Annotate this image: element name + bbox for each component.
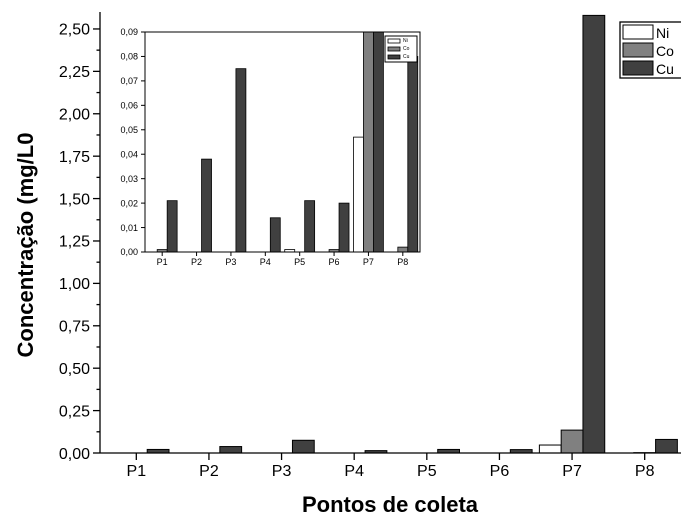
main-y-tick-label: 2,00	[59, 107, 90, 124]
inset-x-tick-label: P8	[397, 257, 408, 267]
main-legend-label-co: Co	[656, 43, 674, 59]
main-y-tick-label: 1,50	[59, 191, 90, 208]
main-x-tick-label: P3	[272, 463, 292, 480]
main-bar-cu-p7	[582, 14, 606, 454]
main-y-tick-label: 2,25	[59, 64, 90, 81]
inset-legend-label-co: Co	[403, 46, 410, 52]
main-bars	[146, 14, 678, 454]
inset-axes: 0,00 0,01 0,02 0,03 0,04 0,05 0,06 0,07 0,08 0,09…	[120, 27, 421, 267]
main-bar-co-p7	[560, 429, 584, 454]
inset-bar-cu-p6	[338, 202, 350, 253]
inset-legend-swatch-ni	[387, 38, 401, 44]
main-x-tick-label: P2	[199, 463, 219, 480]
inset-x-tick-label: P3	[225, 257, 236, 267]
main-bar-cu-p8	[655, 438, 678, 454]
main-x-tick-label: P4	[344, 463, 364, 480]
main-y-tick-label: 0,75	[59, 319, 90, 336]
inset-y-tick-label: 0,05	[120, 125, 138, 135]
inset-legend-swatch-co	[387, 46, 401, 52]
main-x-tick-label: P7	[562, 463, 582, 480]
main-y-tick-label: 0,50	[59, 361, 90, 378]
main-x-tick-label: P6	[490, 463, 510, 480]
main-axes: 0,00 0,25 0,50 0,75 1,00 1,25 1,50 1,75 2,00 2,25…	[59, 12, 681, 480]
main-y-tick-label: 2,50	[59, 22, 90, 39]
main-x-tick-label: P5	[417, 463, 437, 480]
inset-y-tick-label: 0,04	[120, 149, 138, 159]
inset-y-tick-label: 0,09	[120, 27, 138, 37]
main-y-tick-label: 1,25	[59, 234, 90, 251]
main-legend-label-cu: Cu	[656, 61, 674, 77]
inset-x-tick-label: P6	[329, 257, 340, 267]
inset-x-tick-label: P1	[157, 257, 168, 267]
inset-plot-frame	[144, 31, 421, 253]
inset-y-tick-label: 0,08	[120, 52, 138, 62]
main-legend-swatch-co	[622, 42, 654, 58]
inset-bar-cu-p3	[235, 68, 247, 253]
main-legend-label-ni: Ni	[656, 25, 669, 41]
x-axis-label: Pontos de coleta	[302, 492, 479, 517]
inset-x-tick-label: P7	[363, 257, 374, 267]
inset-y-tick-label: 0,02	[120, 198, 138, 208]
main-y-tick-label: 1,75	[59, 149, 90, 166]
inset-legend-label-cu: Cu	[403, 54, 410, 60]
main-y-tick-label: 0,25	[59, 403, 90, 420]
inset-y-tick-label: 0,03	[120, 174, 138, 184]
inset-y-tick-label: 0,06	[120, 101, 138, 111]
inset-y-tick-label: 0,01	[120, 223, 138, 233]
inset-bar-cu-p2	[201, 158, 212, 253]
main-x-tick-label: P1	[127, 463, 147, 480]
inset-legend-swatch-cu	[387, 54, 401, 60]
inset-bar-ni-p7	[353, 136, 364, 253]
inset-y-tick-label: 0,07	[120, 76, 138, 86]
inset-bar-co-p8	[397, 246, 409, 253]
inset-legend-label-ni: Ni	[403, 38, 408, 44]
inset-bar-cu-p5	[304, 200, 316, 253]
main-legend-swatch-cu	[622, 60, 654, 76]
inset-bar-co-p7	[363, 31, 374, 253]
main-y-tick-label: 1,00	[59, 276, 90, 293]
main-legend-swatch-ni	[622, 24, 654, 40]
main-legend: Ni Co Cu	[619, 21, 681, 79]
main-x-tick-label: P8	[635, 463, 655, 480]
main-bar-cu-p2	[219, 446, 243, 454]
y-axis-label: Concentração (mg/L0	[13, 133, 38, 358]
inset-bar-cu-p1	[166, 200, 178, 253]
main-bar-ni-p7	[538, 444, 562, 454]
inset-legend: Ni Co Cu	[384, 35, 418, 63]
inset-y-tick-label: 0,00	[120, 247, 138, 257]
main-y-tick-label: 0,00	[59, 446, 90, 463]
inset-x-tick-label: P2	[191, 257, 202, 267]
inset-x-tick-label: P5	[294, 257, 305, 267]
inset-bar-cu-p4	[269, 217, 281, 253]
inset-bar-cu-p7	[373, 31, 384, 253]
inset-bar-cu-p8	[407, 56, 419, 253]
inset-x-tick-label: P4	[260, 257, 271, 267]
main-bar-cu-p3	[291, 439, 315, 454]
